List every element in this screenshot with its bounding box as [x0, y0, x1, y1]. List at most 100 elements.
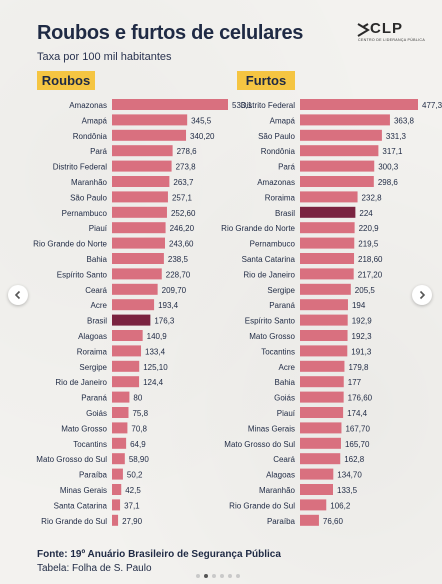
furtos-value-label: 179,8	[348, 363, 369, 372]
roubos-bar	[112, 268, 162, 280]
roubos-category-label: Rio Grande do Norte	[33, 240, 107, 249]
roubos-category-label: Pernambuco	[62, 209, 108, 218]
prev-slide-button[interactable]	[8, 285, 28, 305]
furtos-value-label: 167,70	[345, 424, 370, 433]
roubos-value-label: 246,20	[170, 224, 195, 233]
roubos-category-label: Mato Grosso	[61, 424, 107, 433]
furtos-value-label: 176,60	[348, 394, 373, 403]
roubos-value-label: 176,3	[154, 317, 175, 326]
roubos-bar	[112, 422, 128, 434]
roubos-chart: Amazonas 533,1 Amapá 345,5 Rondônia 340,20 Par…	[33, 99, 253, 526]
furtos-category-label: Pará	[278, 163, 295, 172]
roubos-value-label: 124,4	[143, 378, 164, 387]
furtos-bar	[300, 360, 345, 372]
furtos-bar	[300, 129, 382, 141]
roubos-category-label: Pará	[90, 147, 107, 156]
furtos-bar	[300, 314, 348, 326]
furtos-bar	[300, 253, 355, 264]
furtos-value-label: 224	[359, 209, 373, 218]
roubos-bar	[112, 145, 173, 157]
roubos-value-label: 193,4	[158, 301, 179, 310]
roubos-bar	[112, 453, 125, 465]
carousel-dot[interactable]	[228, 574, 232, 578]
furtos-category-label: Piauí	[277, 409, 296, 418]
roubos-category-label: Bahia	[87, 255, 108, 264]
furtos-value-label: 192,9	[352, 317, 373, 326]
furtos-bar	[300, 391, 344, 403]
roubos-category-label: Rondônia	[73, 132, 108, 141]
roubos-bar	[112, 191, 168, 203]
furtos-value-label: 162,8	[344, 455, 365, 464]
furtos-value-label: 191,3	[351, 347, 372, 356]
furtos-bar	[300, 437, 341, 449]
roubos-bar	[112, 160, 172, 172]
roubos-value-label: 345,5	[191, 116, 212, 125]
roubos-value-label: 273,8	[176, 163, 197, 172]
roubos-category-label: Goiás	[86, 409, 107, 418]
roubos-value-label: 80	[133, 394, 142, 403]
furtos-category-label: Roraima	[265, 193, 296, 202]
furtos-category-label: Rio de Janeiro	[243, 270, 295, 279]
roubos-category-label: Acre	[91, 301, 108, 310]
furtos-value-label: 331,3	[386, 132, 407, 141]
furtos-category-label: Pernambuco	[250, 240, 296, 249]
roubos-category-label: Mato Grosso do Sul	[36, 455, 107, 464]
roubos-value-label: 263,7	[173, 178, 194, 187]
next-slide-button[interactable]	[412, 285, 432, 305]
furtos-bar	[300, 484, 334, 495]
furtos-bar	[300, 283, 351, 295]
furtos-category-label: Acre	[279, 363, 296, 372]
roubos-value-label: 140,9	[147, 332, 168, 341]
furtos-value-label: 205,5	[355, 286, 376, 295]
furtos-value-label: 217,20	[358, 270, 383, 279]
roubos-category-label: Rio de Janeiro	[55, 378, 107, 387]
roubos-bar	[112, 345, 142, 357]
roubos-bar	[112, 129, 187, 141]
furtos-value-label: 477,3	[422, 101, 442, 110]
furtos-value-label: 298,6	[378, 178, 399, 187]
roubos-category-label: Tocantins	[73, 440, 107, 449]
furtos-value-label: 219,5	[358, 240, 379, 249]
carousel-dots	[196, 574, 240, 578]
roubos-value-label: 209,70	[162, 286, 187, 295]
furtos-value-label: 134,70	[337, 471, 362, 480]
furtos-chart: Distrito Federal 477,3 Amapá 363,8 São Paulo…	[221, 99, 442, 526]
roubos-bar	[112, 360, 140, 372]
page-title: Roubos e furtos de celulares	[37, 22, 304, 44]
roubos-value-label: 533,1	[232, 101, 253, 110]
roubos-value-label: 58,90	[129, 455, 150, 464]
furtos-value-label: 232,8	[362, 193, 383, 202]
furtos-category-label: Amapá	[270, 116, 296, 125]
furtos-bar	[300, 206, 356, 218]
furtos-category-label: Rondônia	[261, 147, 296, 156]
roubos-value-label: 278,6	[177, 147, 198, 156]
carousel-dot-active[interactable]	[204, 574, 208, 578]
furtos-category-label: Mato Grosso	[249, 332, 295, 341]
roubos-value-label: 125,10	[143, 363, 168, 372]
roubos-category-label: Sergipe	[79, 363, 107, 372]
furtos-category-label: Maranhão	[259, 486, 296, 495]
roubos-value-label: 228,70	[166, 270, 191, 279]
carousel-dot[interactable]	[220, 574, 224, 578]
roubos-category-label: Amapá	[82, 116, 108, 125]
roubos-category-label: Alagoas	[78, 332, 107, 341]
furtos-value-label: 300,3	[378, 163, 399, 172]
roubos-category-label: Santa Catarina	[54, 501, 108, 510]
roubos-bar	[112, 437, 127, 449]
carousel-dot[interactable]	[236, 574, 240, 578]
carousel-dot[interactable]	[212, 574, 216, 578]
roubos-bar	[112, 206, 167, 218]
carousel-dot[interactable]	[196, 574, 200, 578]
furtos-bar	[300, 407, 344, 418]
roubos-bar	[112, 376, 140, 388]
furtos-bar	[300, 514, 319, 526]
furtos-bar	[300, 160, 375, 172]
furtos-value-label: 76,60	[323, 517, 344, 526]
furtos-category-label: Espírito Santo	[245, 317, 296, 326]
furtos-category-label: Alagoas	[266, 471, 295, 480]
roubos-category-label: Piauí	[89, 224, 108, 233]
roubos-bar	[112, 283, 158, 295]
furtos-category-label: Distrito Federal	[241, 101, 295, 110]
clp-logo: CLP CENTRO DE LIDERANÇA PÚBLICA	[356, 20, 426, 46]
